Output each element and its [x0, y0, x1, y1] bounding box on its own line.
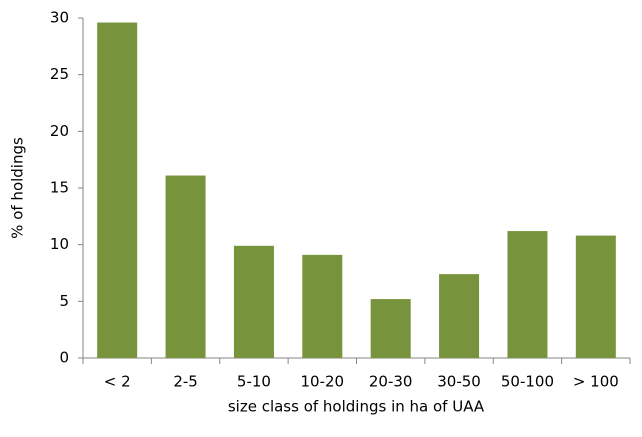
x-tick-label: 2-5 — [173, 373, 198, 391]
x-axis-label: size class of holdings in ha of UAA — [228, 398, 485, 416]
y-tick-label: 0 — [59, 349, 69, 367]
y-tick-label: 15 — [50, 179, 69, 197]
x-tick-label: 30-50 — [437, 373, 481, 391]
y-tick-label: 20 — [50, 122, 69, 140]
x-tick-label: 50-100 — [501, 373, 554, 391]
y-tick-label: 10 — [50, 235, 69, 253]
x-tick-label: 10-20 — [301, 373, 345, 391]
y-tick-label: 25 — [50, 65, 69, 83]
bar — [165, 175, 206, 358]
x-tick-label: 5-10 — [237, 373, 271, 391]
x-tick-label: < 2 — [104, 373, 131, 391]
bar — [302, 254, 343, 358]
x-tick-label: > 100 — [573, 373, 619, 391]
bar — [97, 22, 138, 359]
y-tick-label: 5 — [59, 292, 69, 310]
bar — [507, 231, 548, 358]
y-axis-label: % of holdings — [9, 137, 27, 239]
bar — [370, 299, 411, 358]
bar — [233, 245, 274, 358]
bar — [575, 235, 616, 358]
bar — [439, 274, 480, 358]
x-tick-label: 20-30 — [369, 373, 413, 391]
y-tick-label: 30 — [50, 9, 69, 27]
